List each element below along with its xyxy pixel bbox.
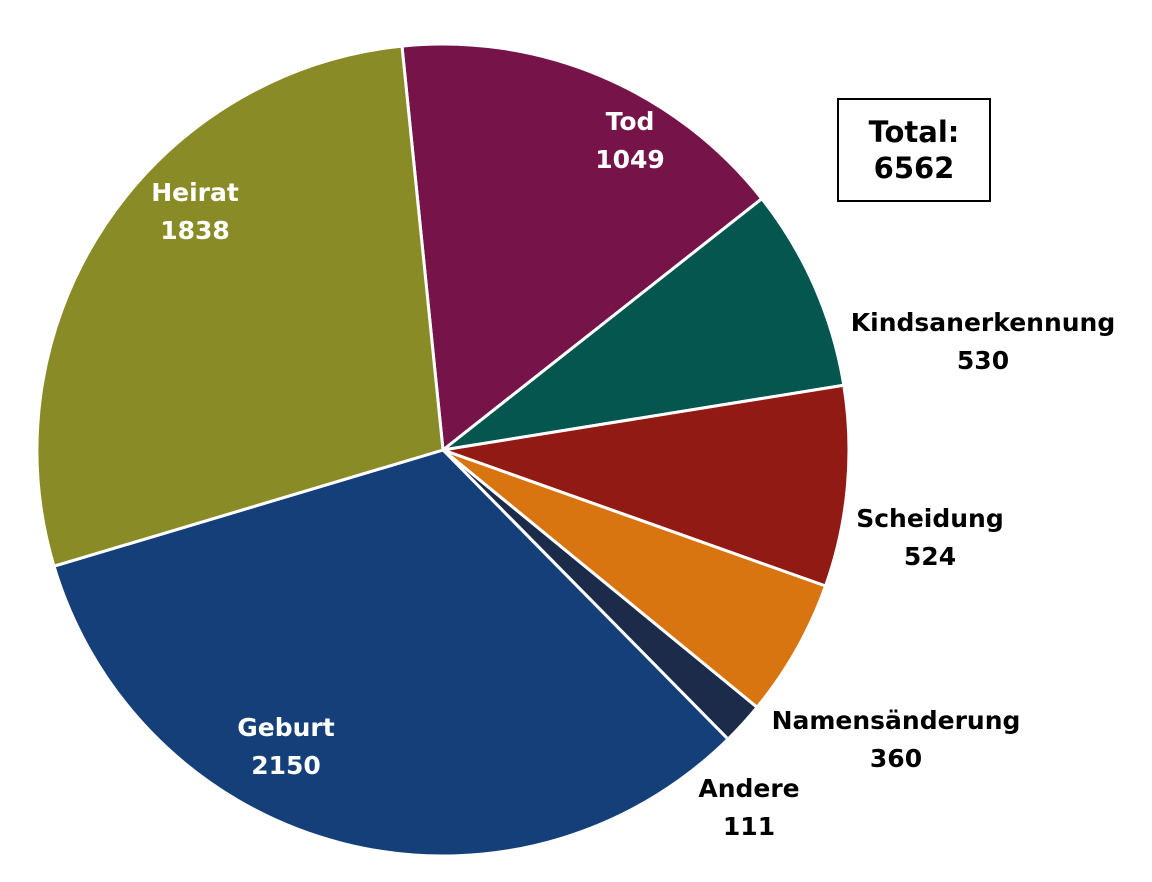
slice-label-heirat: Heirat <box>151 178 239 207</box>
total-value: 6562 <box>873 151 955 185</box>
slice-value-heirat: 1838 <box>160 216 230 245</box>
slice-value-tod: 1049 <box>595 145 665 174</box>
pie-slice-kindsanerkennung <box>441 197 846 452</box>
slice-value-andere: 111 <box>723 812 775 841</box>
total-label: Total: <box>868 114 960 149</box>
pie-slice-heirat <box>35 44 445 568</box>
slice-label-kindsanerkennung: Kindsanerkennung <box>851 308 1115 337</box>
slice-value-geburt: 2150 <box>251 751 321 780</box>
pie-slice-geburt <box>52 448 730 858</box>
total-box: Total: 6562 <box>837 98 991 202</box>
slice-label-tod: Tod <box>606 107 655 136</box>
slice-value-scheidung: 524 <box>904 542 956 571</box>
slice-label-scheidung: Scheidung <box>856 504 1004 533</box>
slice-label-andere: Andere <box>698 774 799 803</box>
slice-value-namensaenderung: 360 <box>870 744 922 773</box>
pie-slice-tod <box>400 42 764 452</box>
pie-slice-scheidung <box>441 383 851 588</box>
pie-slice-namensaenderung <box>441 448 828 709</box>
slice-label-geburt: Geburt <box>237 713 334 742</box>
slice-value-kindsanerkennung: 530 <box>957 346 1009 375</box>
slice-label-namensaenderung: Namensänderung <box>772 706 1021 735</box>
